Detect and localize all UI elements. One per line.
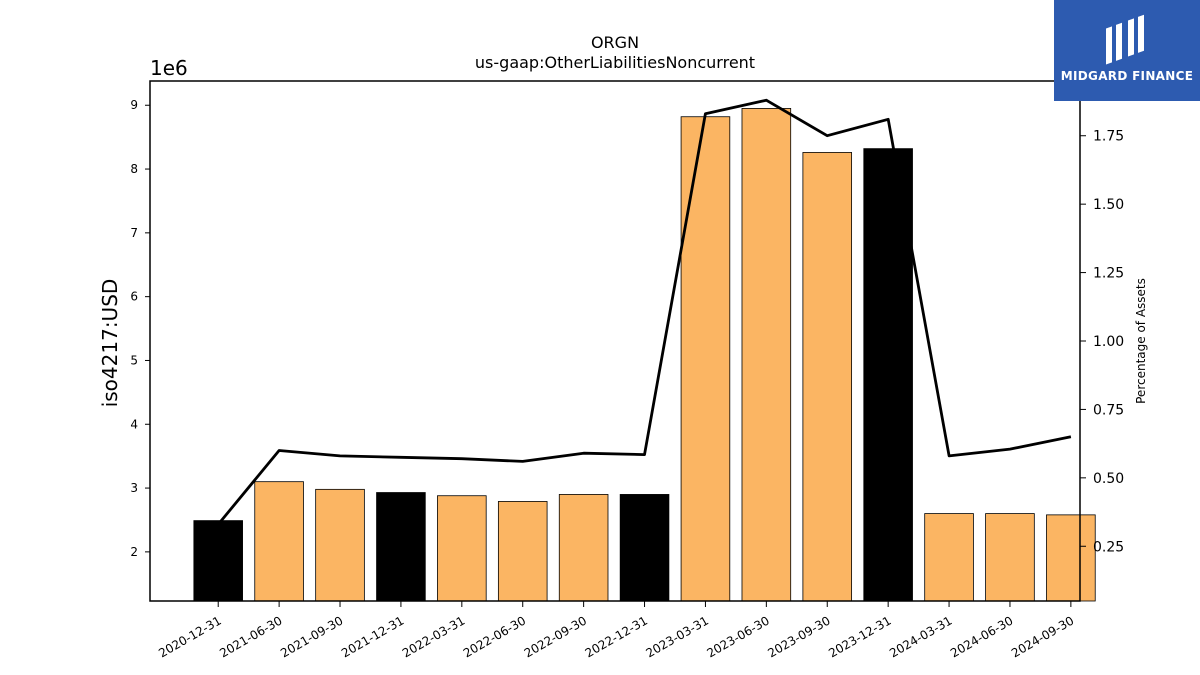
series-line — [217, 98, 1072, 526]
y-tick-label: 5 — [130, 353, 138, 367]
bar — [619, 494, 670, 602]
y2-tick-label: 1.25 — [1093, 266, 1124, 282]
y-axis-label: iso4217:USD — [98, 279, 122, 408]
chart-subtitle: us-gaap:OtherLiabilitiesNoncurrent — [475, 53, 755, 72]
bar — [558, 494, 609, 602]
x-tick-label: 2020-12-31 — [156, 613, 223, 660]
x-tick-label: 2022-12-31 — [583, 613, 650, 660]
y-tick-label: 2 — [130, 545, 138, 559]
bar — [254, 481, 304, 602]
bar — [680, 116, 731, 602]
bar — [1046, 514, 1096, 602]
y2-axis-label: Percentage of Assets — [1134, 278, 1148, 404]
x-tick-label: 2021-09-30 — [278, 613, 345, 660]
x-tick-label: 2024-06-30 — [948, 613, 1015, 660]
y-tick-label: 7 — [130, 226, 138, 240]
bar — [193, 520, 243, 602]
y2-tick-label: 0.50 — [1093, 471, 1124, 487]
x-tick-label: 2024-09-30 — [1009, 613, 1076, 660]
y2-tick-label: 1.75 — [1093, 129, 1124, 145]
x-tick-label: 2022-03-31 — [400, 613, 467, 660]
bar — [741, 108, 792, 602]
bar — [802, 152, 853, 602]
bar — [376, 492, 426, 602]
y-tick-label: 9 — [130, 98, 138, 112]
x-tick-label: 2021-06-30 — [217, 613, 284, 660]
x-tick-label: 2023-03-31 — [644, 613, 711, 660]
x-tick-label: 2024-03-31 — [887, 613, 954, 660]
y-scale-label: 1e6 — [150, 56, 188, 80]
chart-title: ORGN — [591, 33, 639, 52]
logo-text: MIDGARD FINANCE — [1060, 69, 1194, 83]
x-tick-label: 2023-06-30 — [704, 613, 771, 660]
x-tick-label: 2023-12-31 — [826, 613, 893, 660]
bar — [497, 501, 548, 602]
bar — [315, 488, 365, 602]
y-tick-label: 8 — [130, 162, 138, 176]
logo: MIDGARD FINANCE — [1054, 0, 1200, 101]
x-tick-label: 2022-06-30 — [461, 613, 528, 660]
x-tick-label: 2022-09-30 — [522, 613, 589, 660]
y-tick-label: 3 — [130, 481, 138, 495]
x-tick-label: 2021-12-31 — [339, 613, 406, 660]
y2-tick-label: 1.50 — [1093, 197, 1124, 213]
bar — [985, 513, 1035, 602]
bar — [863, 148, 913, 602]
bar — [924, 513, 974, 602]
bar-series — [193, 108, 1096, 602]
y-tick-label: 6 — [130, 290, 138, 304]
y2-tick-label: 0.75 — [1093, 402, 1124, 418]
y2-tick-label: 1.00 — [1093, 334, 1124, 350]
bar — [437, 495, 487, 602]
y2-tick-label: 0.25 — [1093, 539, 1124, 555]
percentage-line-series — [217, 98, 1072, 526]
y-tick-label: 4 — [130, 417, 138, 431]
x-tick-label: 2023-09-30 — [765, 613, 832, 660]
logo-mark-icon — [1106, 14, 1144, 65]
